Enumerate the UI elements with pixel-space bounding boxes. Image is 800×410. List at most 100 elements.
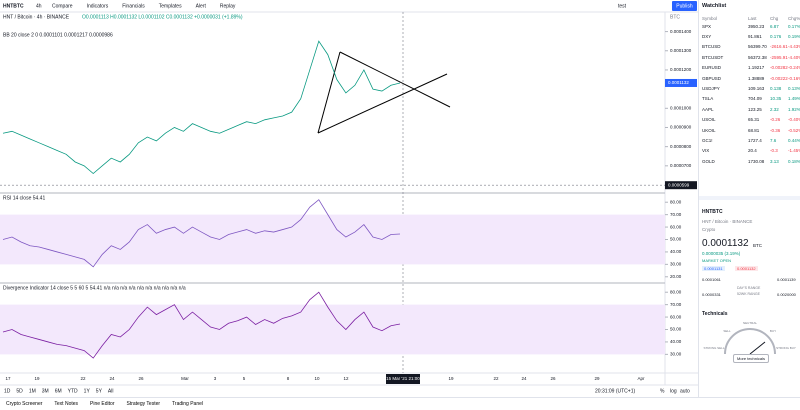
y-tick-label: 60.00 (670, 224, 682, 229)
range-button[interactable]: 6M (55, 388, 62, 394)
watchlist-cell: 65.31 (748, 117, 760, 123)
publish-label[interactable]: Publish (676, 3, 693, 9)
wk-high: 0.0020000 (777, 292, 796, 297)
watchlist-panel: Watchlist HNTBTC HNT / Bitcoin · BINANCE… (698, 0, 800, 397)
watchlist-row[interactable]: EURUSD 1.19217 -0.00282-0.24% (702, 64, 800, 72)
bottom-tab[interactable]: Strategy Tester (126, 401, 161, 407)
y-tick-label: 50.00 (670, 327, 682, 332)
toolbar-item[interactable]: Replay (220, 3, 236, 9)
clock: 20:31:09 (UTC+1) (595, 388, 635, 394)
watchlist-title[interactable]: Watchlist (702, 3, 727, 9)
more-technicals[interactable]: More technicals (733, 354, 770, 363)
range-button[interactable]: YTD (68, 388, 78, 394)
day-high: 0.0001139 (777, 277, 796, 282)
div-legend: Divergence Indicator 14 close 5 5 60 5 5… (3, 285, 186, 291)
x-tick-label: 15 Mar '21 21:00 (386, 376, 420, 381)
toolbar-item[interactable]: Compare (52, 3, 73, 9)
watchlist-cell: -0.40% (788, 117, 800, 123)
range-button[interactable]: 1D (4, 388, 11, 394)
watchlist-cell: 0.19% (788, 33, 800, 39)
watchlist-row[interactable]: DXY 91.861 0.176 0.19% (702, 32, 800, 40)
watchlist-row[interactable]: UKOIL 68.81 -0.36 -0.52% (702, 126, 800, 134)
x-tick-label: 3 (214, 376, 217, 381)
layout-name[interactable]: test (618, 3, 627, 9)
watchlist-row[interactable]: GC1! 1727.4 7.6 0.44% (702, 136, 800, 144)
watchlist-row[interactable]: AAPL 123.25 2.32 1.92% (702, 105, 800, 113)
day-low: 0.0001061 (702, 277, 721, 282)
watchlist-row[interactable]: TSLA 704.09 10.35 1.49% (702, 95, 800, 103)
currency-tag: BTC (670, 14, 680, 20)
watchlist-cell: 68.81 (748, 127, 760, 133)
x-tick-label: 17 (5, 376, 11, 381)
x-tick-label: 8 (287, 376, 290, 381)
watchlist-row[interactable]: BTCUSDT 56372.38-2595.91-4.40% (702, 53, 800, 61)
range-button[interactable]: 1Y (84, 388, 91, 394)
scale-option[interactable]: % (660, 388, 665, 394)
watchlist-row[interactable]: VIX 20.4 -0.3 -1.45% (702, 147, 800, 155)
watchlist-cell: -1.45% (788, 148, 800, 154)
y-tick-label: 0.0001400 (670, 29, 692, 34)
watchlist-row[interactable]: GOLD 1730.08 3.13 0.18% (702, 157, 800, 165)
symbol[interactable]: HNTBTC (3, 3, 24, 9)
bottom-tab[interactable]: Trading Panel (172, 401, 203, 407)
watchlist-cell: -0.24% (788, 65, 800, 71)
watchlist-cell: EURUSD (702, 65, 722, 71)
toolbar-item[interactable]: Alert (196, 3, 207, 9)
watchlist-row[interactable]: SPX 3950.23 6.87 0.17% (702, 22, 800, 30)
divider (699, 196, 800, 200)
watchlist-cell: -0.36 (770, 127, 781, 133)
scale-option[interactable]: auto (680, 388, 690, 394)
watchlist-cell: 1727.4 (748, 137, 762, 143)
gauge-needle (749, 341, 766, 355)
y-tick-label: 70.00 (670, 212, 682, 217)
watchlist-row[interactable]: GBPUSD 1.38889 -0.00222-0.16% (702, 74, 800, 82)
y-tick-label: 40.00 (670, 249, 682, 254)
range-button[interactable]: All (108, 388, 114, 394)
watchlist-cell: BTCUSD (702, 44, 721, 50)
bottom-tab[interactable]: Pine Editor (90, 401, 115, 407)
toolbar-item[interactable]: Indicators (87, 3, 109, 9)
bottom-tab[interactable]: Text Notes (54, 401, 79, 407)
bottom-tabs: Crypto Screener Text Notes Pine Editor Stra… (0, 397, 800, 410)
watchlist-cell: -2616.61 (770, 44, 788, 50)
range-button[interactable]: 5D (16, 388, 23, 394)
y-tick-label: 0.0000900 (670, 125, 692, 130)
watchlist-row[interactable]: BTCUSD 56399.70-2616.61-4.43% (702, 43, 800, 51)
bid: 0.0001131 (702, 266, 725, 271)
scale-option[interactable]: log (670, 388, 677, 394)
watchlist-cell: -0.3 (770, 148, 778, 154)
watchlist-cell: -2595.91 (770, 54, 788, 60)
watchlist-row[interactable]: USDJPY 109.163 0.138 0.13% (702, 84, 800, 92)
range-button[interactable]: 3M (42, 388, 49, 394)
y-tick-label: 80.00 (670, 289, 682, 294)
range-button[interactable]: 5Y (96, 388, 103, 394)
watchlist-row[interactable]: USOIL 65.31 -0.26 -0.40% (702, 116, 800, 124)
watchlist-cell: -0.00222 (770, 75, 788, 81)
interval[interactable]: 4h (36, 3, 42, 9)
wk-label: 52WK RANGE (737, 292, 760, 296)
x-tick-label: 22 (493, 376, 499, 381)
watchlist-cell: 10.35 (770, 96, 782, 102)
publish-button[interactable] (672, 1, 697, 11)
y-tick-label: 30.00 (670, 352, 682, 357)
bottom-tab[interactable]: Crypto Screener (6, 401, 43, 407)
trend-line (317, 73, 448, 134)
gauge-strong-buy: STRONG BUY (776, 346, 796, 350)
price-legend: HNT / Bitcoin · 4h · BINANCE (3, 14, 70, 20)
detail-name: HNT / Bitcoin · BINANCE (702, 219, 753, 224)
watchlist-cell: TSLA (702, 96, 714, 102)
last_price-box (665, 78, 697, 87)
rsi-band (0, 304, 665, 355)
range-button[interactable]: 1M (29, 388, 36, 394)
watchlist-cell: -4.43% (788, 44, 800, 50)
toolbar-item[interactable]: Financials (122, 3, 145, 9)
toolbar-item[interactable]: Templates (159, 3, 182, 9)
x-tick-label: 26 (550, 376, 556, 381)
ask: 0.0001132 (735, 266, 758, 271)
x-tick-label: 22 (80, 376, 86, 381)
gauge-strong-sell: STRONG SELL (703, 346, 724, 350)
y-tick-label: 0.0000800 (670, 144, 692, 149)
column-header: Symbol (702, 15, 718, 21)
watchlist-cell: USOIL (702, 117, 716, 123)
